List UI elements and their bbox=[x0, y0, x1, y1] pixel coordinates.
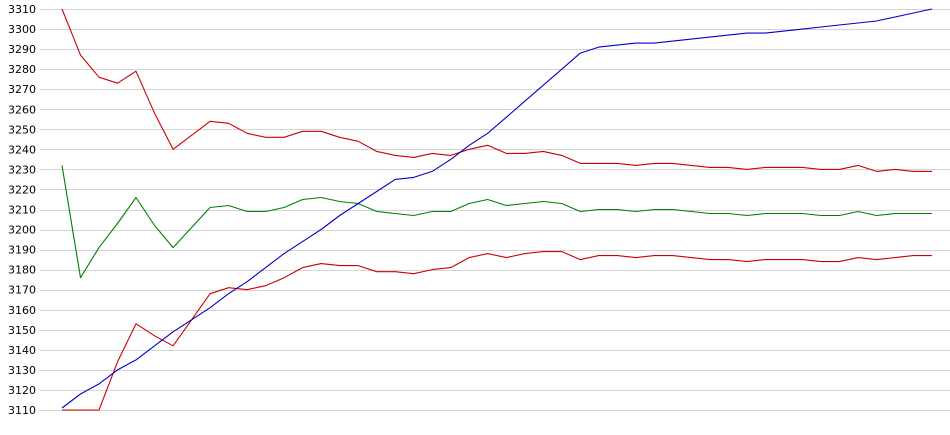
y-tick-label: 3260 bbox=[8, 103, 36, 116]
y-tick-label: 3120 bbox=[8, 384, 36, 397]
y-tick-label: 3150 bbox=[8, 324, 36, 337]
y-tick-label: 3130 bbox=[8, 364, 36, 377]
y-tick-label: 3220 bbox=[8, 183, 36, 196]
y-tick-label: 3180 bbox=[8, 264, 36, 277]
series-line-3 bbox=[62, 251, 932, 411]
y-tick-label: 3140 bbox=[8, 344, 36, 357]
y-tick-label: 3110 bbox=[8, 404, 36, 417]
y-tick-label: 3160 bbox=[8, 304, 36, 317]
y-tick-label: 3280 bbox=[8, 63, 36, 76]
y-tick-label: 3310 bbox=[8, 3, 36, 16]
series-line-2 bbox=[61, 165, 932, 279]
grid-lines bbox=[40, 9, 950, 411]
y-tick-label: 3300 bbox=[8, 23, 36, 36]
y-tick-label: 3250 bbox=[8, 123, 36, 136]
series-line-1 bbox=[61, 8, 932, 172]
y-tick-label: 3230 bbox=[8, 163, 36, 176]
y-tick-label: 3210 bbox=[8, 204, 36, 217]
y-tick-label: 3240 bbox=[8, 143, 36, 156]
y-tick-label: 3270 bbox=[8, 83, 36, 96]
series-line-4 bbox=[61, 8, 933, 409]
y-tick-label: 3290 bbox=[8, 43, 36, 56]
y-tick-label: 3190 bbox=[8, 244, 36, 257]
y-axis-tick-labels: 3110 3120 3130 3140 3150 3160 3170 3180 3190 3200… bbox=[8, 3, 36, 417]
y-tick-label: 3200 bbox=[8, 224, 36, 237]
series-lines bbox=[61, 8, 933, 411]
y-tick-label: 3170 bbox=[8, 284, 36, 297]
